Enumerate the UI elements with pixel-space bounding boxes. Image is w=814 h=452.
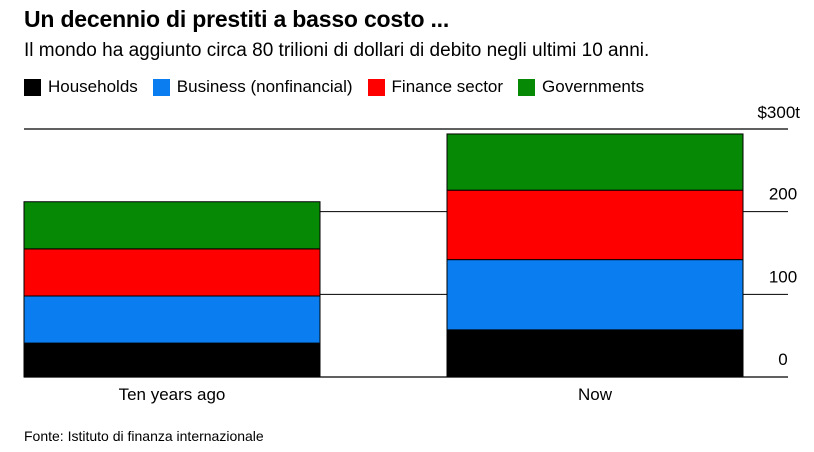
bar-segment-business-nonfinancial-ten-years-ago xyxy=(23,295,321,344)
legend: Households Business (nonfinancial) Finan… xyxy=(24,77,659,97)
bar-segment-finance-sector-now xyxy=(446,189,744,261)
legend-swatch-business xyxy=(152,78,170,96)
legend-label-households: Households xyxy=(48,77,138,96)
legend-item-finance: Finance sector xyxy=(367,77,504,97)
source-note: Fonte: Istituto di finanza internazional… xyxy=(24,428,264,444)
legend-swatch-governments xyxy=(518,78,536,96)
chart-subtitle: Il mondo ha aggiunto circa 80 trilioni d… xyxy=(24,40,650,61)
y-tick-label: 0 xyxy=(778,350,787,369)
x-tick-label: Ten years ago xyxy=(119,385,226,404)
legend-item-households: Households xyxy=(24,77,138,97)
x-tick-label: Now xyxy=(578,385,613,404)
legend-item-business: Business (nonfinancial) xyxy=(152,77,353,97)
y-tick-label: $300t xyxy=(757,103,800,122)
y-tick-label: 200 xyxy=(769,185,797,204)
y-tick-label: 100 xyxy=(769,267,797,286)
bar-segment-households-now xyxy=(446,329,744,378)
legend-label-governments: Governments xyxy=(542,77,645,96)
bar-segment-finance-sector-ten-years-ago xyxy=(23,248,321,297)
bar-segment-households-ten-years-ago xyxy=(23,342,321,378)
legend-swatch-households xyxy=(24,78,41,96)
legend-item-governments: Governments xyxy=(518,77,644,97)
legend-swatch-finance xyxy=(367,78,385,96)
bar-segment-governments-now xyxy=(446,133,744,191)
legend-label-business: Business (nonfinancial) xyxy=(176,77,353,96)
bar-segment-business-nonfinancial-now xyxy=(446,259,744,331)
bar-segment-governments-ten-years-ago xyxy=(23,201,321,250)
legend-label-finance: Finance sector xyxy=(391,77,504,96)
chart-title: Un decennio di prestiti a basso costo ..… xyxy=(24,6,450,32)
